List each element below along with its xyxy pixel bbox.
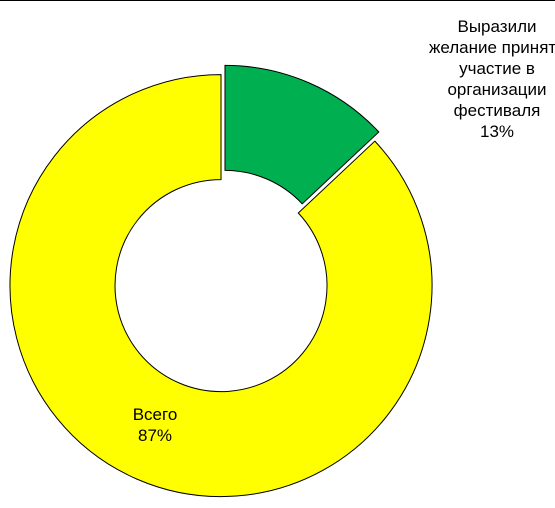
value-label: 87% [137, 426, 173, 445]
category-label: Выразили желание принять участие в орган… [428, 17, 555, 120]
donut-slice [9, 74, 433, 498]
slice-label: Всего 87% [100, 404, 210, 446]
donut-slice [224, 64, 380, 205]
slice-label: Выразили желание принять участие в орган… [428, 16, 555, 142]
category-label: Всего [132, 405, 178, 424]
value-label: 13% [479, 122, 515, 141]
